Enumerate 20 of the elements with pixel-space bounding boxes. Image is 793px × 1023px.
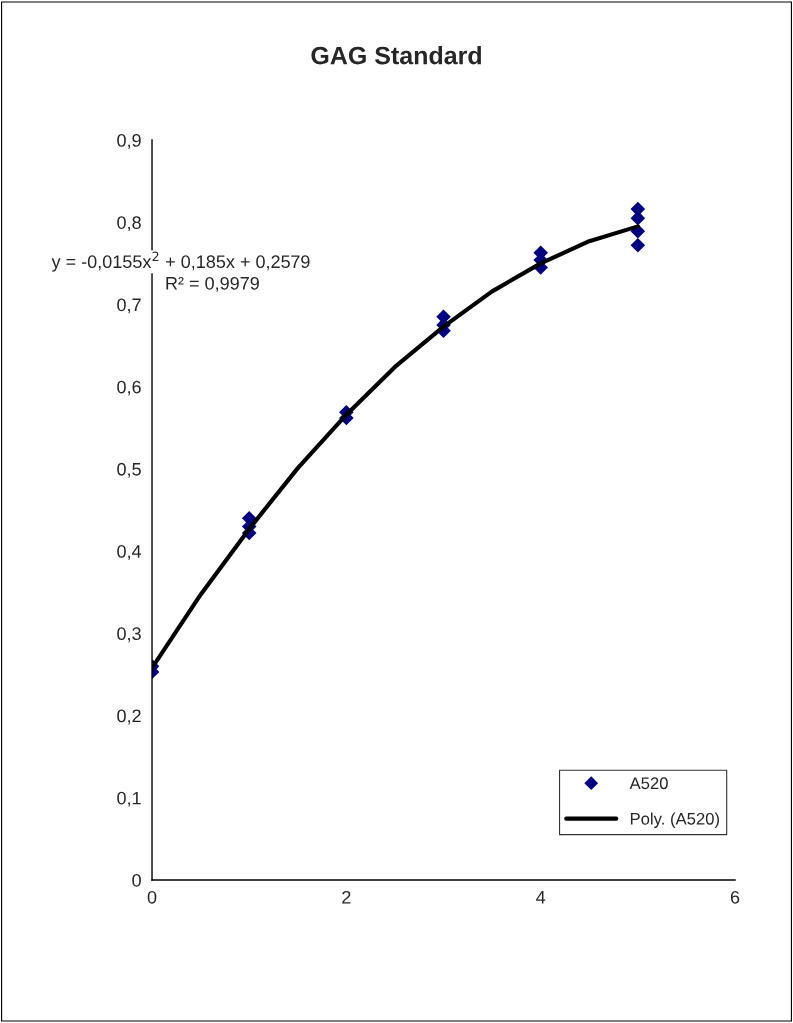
y-tick-label: 0,5 [117,462,141,478]
legend-label: A520 [629,777,668,790]
x-tick-label: 6 [730,890,740,904]
annotation: R² = 0,9979 [166,276,259,292]
y-tick-label: 0,6 [117,380,141,396]
annotation: y = -0,0155x$^{2}$ + 0,185x + 0,2579 [51,251,310,272]
point [630,238,646,253]
y-tick-label: 0,4 [117,545,142,560]
y-tick-label: 0,2 [117,709,141,725]
y-tick-label: 0 [132,873,141,887]
chart-title: GAG Standard [311,46,481,65]
y-tick-label: 0,9 [117,133,141,149]
y-tick-label: 0,1 [117,791,141,807]
x-tick-label: 2 [342,890,351,904]
y-tick-label: 0,3 [117,627,141,643]
x-tick-label: 4 [536,891,546,904]
x-tick-label: 0 [147,890,157,904]
y-tick-label: 0,7 [117,298,141,314]
legend-label: Poly. (A520) [630,812,719,828]
y-tick-label: 0,8 [117,216,141,232]
